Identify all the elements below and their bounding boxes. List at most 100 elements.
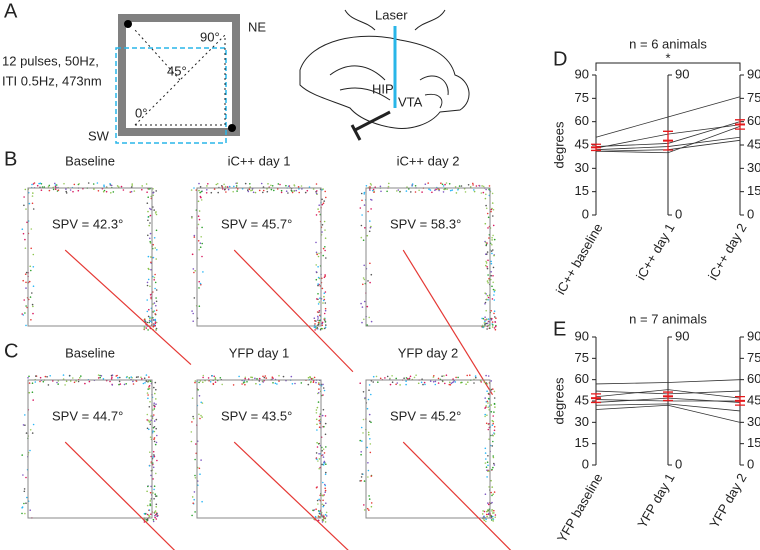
position-sample <box>298 191 301 194</box>
position-sample <box>306 189 309 192</box>
position-sample <box>323 517 325 519</box>
position-sample <box>28 280 31 283</box>
position-sample <box>317 283 319 285</box>
position-sample <box>315 418 318 421</box>
position-sample <box>493 310 496 313</box>
position-sample <box>369 262 371 265</box>
position-sample <box>297 186 300 188</box>
position-sample <box>147 234 149 237</box>
position-sample <box>146 281 149 284</box>
y-tick-label: 75 <box>747 90 760 105</box>
position-sample <box>201 255 203 258</box>
position-sample <box>491 424 494 427</box>
position-sample <box>280 191 283 194</box>
position-sample <box>131 184 133 187</box>
y-tick-label: 45 <box>575 136 589 151</box>
position-sample <box>31 183 33 186</box>
position-sample <box>487 406 490 409</box>
position-sample <box>63 182 65 185</box>
position-sample <box>487 428 490 431</box>
position-sample <box>147 255 150 258</box>
position-sample <box>449 189 452 192</box>
arena <box>118 14 240 136</box>
position-sample <box>72 377 74 379</box>
position-sample <box>491 486 494 488</box>
position-sample <box>120 185 123 188</box>
position-sample <box>321 231 323 233</box>
position-sample <box>227 188 230 191</box>
position-sample <box>214 381 217 384</box>
position-sample <box>153 420 156 422</box>
position-sample <box>149 451 151 454</box>
position-sample <box>24 424 26 427</box>
position-sample <box>415 374 417 377</box>
position-sample <box>317 284 319 287</box>
position-sample <box>153 405 156 408</box>
position-sample <box>207 183 209 185</box>
position-sample <box>325 257 327 259</box>
position-sample <box>318 310 321 312</box>
position-sample <box>118 186 120 188</box>
position-sample <box>317 321 320 324</box>
position-sample <box>321 327 324 330</box>
position-sample <box>491 509 493 511</box>
position-sample <box>148 387 151 390</box>
position-sample <box>491 192 494 195</box>
position-sample <box>197 389 199 391</box>
position-sample <box>360 479 363 482</box>
position-sample <box>486 322 489 325</box>
position-sample <box>363 204 366 206</box>
position-sample <box>317 293 319 295</box>
brain-sketch <box>299 35 470 129</box>
position-sample <box>251 189 253 191</box>
position-sample <box>451 189 454 191</box>
stimulus-text: ITI 0.5Hz, 473nm <box>2 73 102 88</box>
position-sample <box>321 414 324 417</box>
position-sample <box>492 422 495 425</box>
position-sample <box>254 191 257 194</box>
spv-label: SPV = 45.7° <box>221 216 292 231</box>
position-sample <box>48 189 51 192</box>
position-sample <box>193 271 195 274</box>
position-sample <box>493 390 496 393</box>
position-sample <box>486 280 489 282</box>
position-sample <box>448 183 451 185</box>
position-sample <box>146 392 149 394</box>
position-sample <box>198 210 201 212</box>
x-tick-label: YFP baseline <box>554 471 606 545</box>
position-sample <box>25 502 27 505</box>
position-sample <box>361 321 363 324</box>
position-sample <box>191 217 193 219</box>
position-sample <box>466 374 469 377</box>
position-sample <box>369 443 372 445</box>
position-sample <box>322 464 325 466</box>
position-sample <box>48 184 51 187</box>
position-sample <box>315 192 318 195</box>
position-sample <box>490 479 492 482</box>
position-sample <box>431 191 433 194</box>
position-sample <box>209 381 212 383</box>
position-sample <box>488 470 490 472</box>
position-sample <box>493 462 495 465</box>
position-sample <box>137 376 139 378</box>
position-sample <box>41 186 44 188</box>
position-sample <box>153 404 155 407</box>
position-sample <box>295 189 298 192</box>
position-sample <box>323 494 325 496</box>
position-sample <box>28 391 31 394</box>
panel-label: B <box>4 148 17 170</box>
position-sample <box>441 183 444 186</box>
position-sample <box>212 383 215 386</box>
y-tick-label: 75 <box>747 350 760 365</box>
position-sample <box>258 377 261 380</box>
position-sample <box>214 376 217 379</box>
position-sample <box>487 510 489 512</box>
position-sample <box>153 279 155 281</box>
position-sample <box>325 463 327 466</box>
position-sample <box>360 426 363 429</box>
y-tick-label: 30 <box>747 414 760 429</box>
position-sample <box>363 480 366 482</box>
position-sample <box>206 185 208 187</box>
position-sample <box>435 188 437 191</box>
region-label: HIP <box>372 81 394 96</box>
